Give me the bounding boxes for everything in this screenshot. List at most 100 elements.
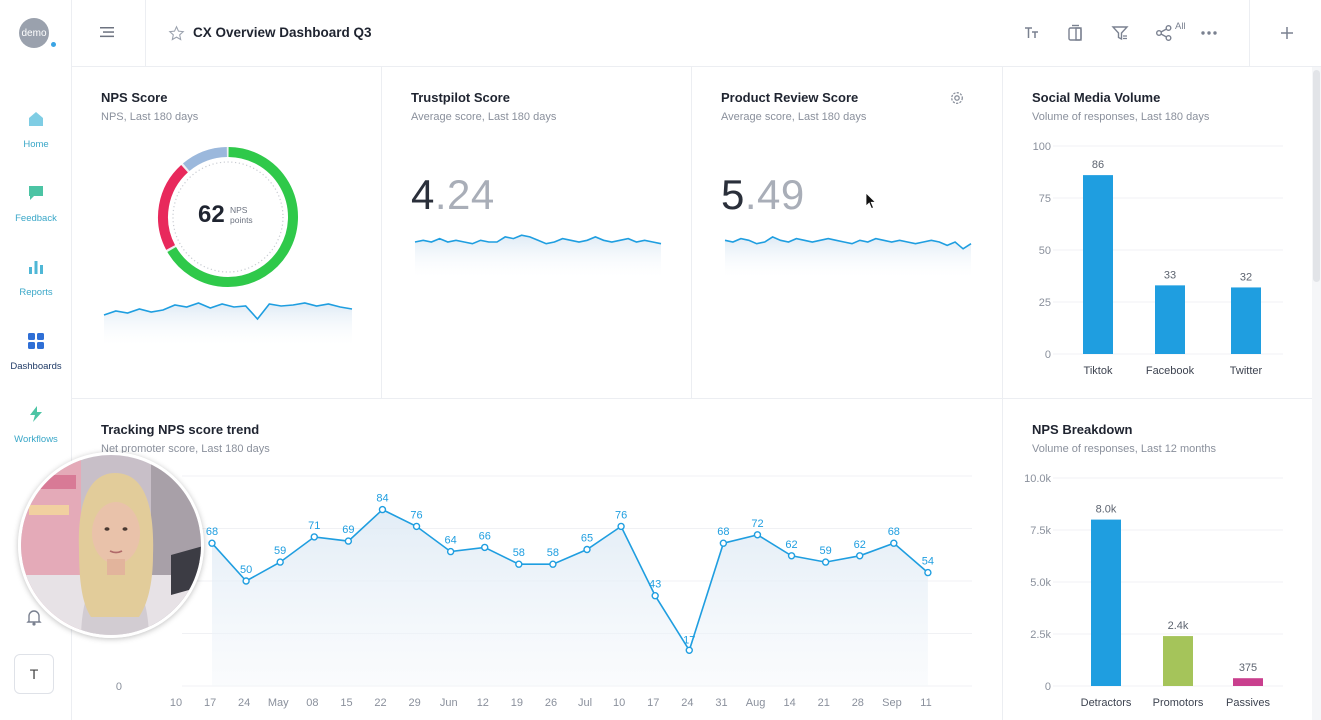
nps-trend-line-chart: 0 10 17 24 May 08 15 22 29 Jun 12 19 26 Jul 10 17 24 31 Au… xyxy=(116,475,972,709)
social-media-bar-chart: 100 75 50 25 0 86 Tiktok 33 Facebook 32 Twitter xyxy=(1033,141,1283,377)
gear-icon[interactable] xyxy=(949,90,965,106)
data-point xyxy=(310,533,318,541)
filter-icon[interactable] xyxy=(1111,24,1129,42)
nav-label: Dashboards xyxy=(10,361,62,372)
y-tick-label: 25 xyxy=(1039,297,1051,309)
status-dot xyxy=(51,42,56,47)
home-icon xyxy=(29,112,43,126)
widget-subtitle: Volume of responses, Last 180 days xyxy=(1032,111,1210,123)
data-point xyxy=(719,539,728,547)
scrollbar-thumb[interactable] xyxy=(1313,70,1320,282)
trustpilot-sparkline xyxy=(414,234,662,277)
product-review-score-value: 5.49 xyxy=(721,171,805,219)
divider xyxy=(1002,67,1003,720)
gauge-passive-arc xyxy=(183,147,228,172)
widget-subtitle: Volume of responses, Last 12 months xyxy=(1032,443,1217,455)
bar xyxy=(1233,678,1263,686)
data-label: 68 xyxy=(888,526,900,538)
divider xyxy=(145,0,146,67)
menu-toggle-icon[interactable] xyxy=(98,25,116,39)
x-tick-label: 28 xyxy=(852,697,864,709)
user-avatar-button[interactable]: T xyxy=(14,654,54,694)
x-tick-label: Aug xyxy=(746,697,766,709)
logo-text: demo xyxy=(21,27,47,39)
bar xyxy=(1091,519,1121,686)
x-tick-label: 24 xyxy=(681,697,693,709)
data-label: 71 xyxy=(308,520,320,532)
social-media-volume-widget[interactable]: Social Media Volume Volume of responses,… xyxy=(1003,67,1312,398)
divider xyxy=(72,398,1312,399)
data-point xyxy=(583,545,591,554)
data-label: 58 xyxy=(513,547,525,559)
nav-label: Workflows xyxy=(14,434,58,445)
data-label: 66 xyxy=(479,530,491,542)
x-tick-label: 08 xyxy=(306,697,318,709)
y-tick-label: 10.0k xyxy=(1024,473,1051,485)
x-tick-label: 11 xyxy=(920,697,931,709)
nps-breakdown-widget[interactable]: NPS Breakdown Volume of responses, Last … xyxy=(1003,399,1312,720)
more-options-icon[interactable] xyxy=(1200,24,1218,42)
data-label: 54 xyxy=(922,556,934,568)
data-point xyxy=(378,505,387,514)
nav-item-home[interactable]: Home xyxy=(0,110,72,152)
trustpilot-score-widget[interactable]: Trustpilot Score Average score, Last 180… xyxy=(382,67,691,398)
scrollbar-track[interactable] xyxy=(1312,67,1321,720)
data-label: 64 xyxy=(445,535,457,547)
x-category-label: Facebook xyxy=(1146,365,1195,377)
widget-subtitle: NPS, Last 180 days xyxy=(101,111,199,123)
share-icon[interactable] xyxy=(1155,24,1173,42)
bar-value-label: 86 xyxy=(1092,159,1104,171)
data-point xyxy=(924,568,932,577)
x-tick-label: Jul xyxy=(578,697,592,709)
x-tick-label: 21 xyxy=(818,697,830,709)
bar xyxy=(1083,175,1113,354)
add-icon[interactable] xyxy=(1279,24,1295,42)
product-review-score-widget[interactable]: Product Review Score Average score, Last… xyxy=(692,67,1002,398)
data-point xyxy=(787,552,796,560)
nps-score-widget[interactable]: NPS Score NPS, Last 180 days 62 NPS poin… xyxy=(72,67,381,398)
data-label: 58 xyxy=(547,547,559,559)
y-tick-label: 50 xyxy=(1039,245,1051,257)
sparkline-area xyxy=(725,236,971,277)
widget-subtitle: Average score, Last 180 days xyxy=(721,111,867,123)
sparkline-area xyxy=(415,235,661,277)
nps-sparkline xyxy=(103,302,353,345)
widget-title: Social Media Volume xyxy=(1032,90,1161,105)
x-category-label: Detractors xyxy=(1081,697,1132,709)
data-label: 59 xyxy=(820,545,832,557)
data-point xyxy=(276,558,284,566)
data-point xyxy=(549,560,557,568)
x-tick-label: May xyxy=(268,697,289,709)
trustpilot-score-value: 4.24 xyxy=(411,171,495,219)
layout-icon[interactable] xyxy=(1066,24,1084,42)
x-category-label: Promotors xyxy=(1153,697,1204,709)
bell-icon[interactable] xyxy=(26,608,42,626)
widget-title: Trustpilot Score xyxy=(411,90,510,105)
nav-item-reports[interactable]: Reports xyxy=(0,258,72,300)
nps-value: 62 xyxy=(198,201,225,228)
nav-item-workflows[interactable]: Workflows xyxy=(0,405,72,447)
favorite-star-icon[interactable] xyxy=(168,25,185,42)
workspace-logo[interactable]: demo xyxy=(19,18,49,48)
y-tick-label: 0 xyxy=(1045,349,1051,361)
presenter-webcam[interactable] xyxy=(18,452,204,638)
y-tick-label: 2.5k xyxy=(1030,629,1051,641)
nav-item-feedback[interactable]: Feedback xyxy=(0,184,72,226)
data-label: 65 xyxy=(581,533,593,545)
nav-label: Home xyxy=(23,139,49,150)
y-tick-label: 7.5k xyxy=(1030,525,1051,537)
data-point xyxy=(412,522,421,531)
y-tick-label: 100 xyxy=(1033,141,1051,153)
share-all-label: All xyxy=(1175,21,1186,32)
nps-trend-widget[interactable]: Tracking NPS score trend Net promoter sc… xyxy=(72,399,1002,720)
nav-item-dashboards[interactable]: Dashboards xyxy=(0,332,72,374)
x-tick-label: 15 xyxy=(340,697,352,709)
x-category-label: Twitter xyxy=(1230,365,1263,377)
bar-value-label: 8.0k xyxy=(1096,504,1117,516)
bolt-icon xyxy=(30,406,42,422)
data-point xyxy=(481,543,489,552)
dashboard-title: CX Overview Dashboard Q3 xyxy=(193,25,372,40)
widget-subtitle: Average score, Last 180 days xyxy=(411,111,557,123)
text-size-icon[interactable] xyxy=(1023,24,1041,42)
data-label: 62 xyxy=(785,539,797,551)
